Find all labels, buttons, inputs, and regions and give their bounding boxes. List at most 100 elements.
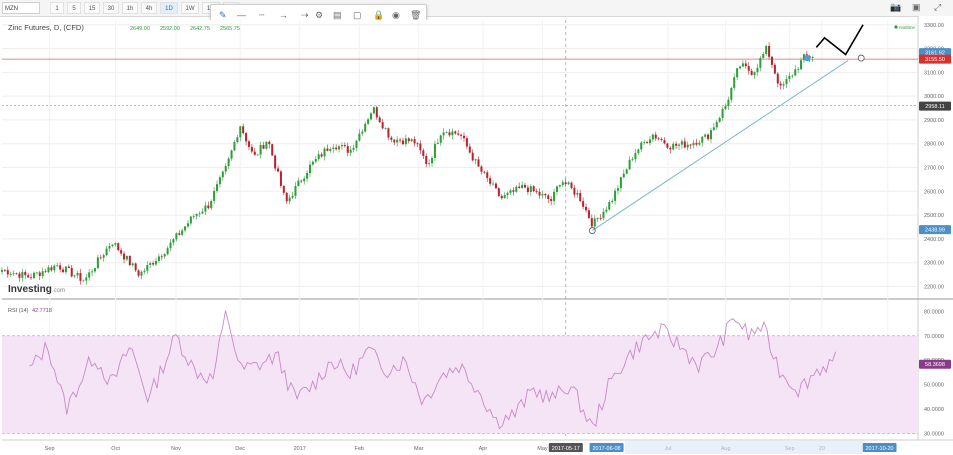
trendline[interactable] bbox=[591, 60, 849, 231]
candle-body bbox=[24, 272, 27, 276]
candle-body bbox=[541, 194, 544, 196]
candle-body bbox=[637, 149, 640, 154]
candle-body bbox=[169, 242, 172, 249]
candle-body bbox=[285, 192, 288, 202]
layout-icon[interactable]: ▣ bbox=[912, 2, 921, 12]
candle-body bbox=[149, 263, 152, 265]
candle-body bbox=[579, 193, 582, 202]
line-dashed-icon[interactable]: ┄ bbox=[259, 10, 265, 20]
candle-body bbox=[146, 264, 149, 271]
candle-body bbox=[131, 263, 134, 266]
candle-body bbox=[73, 275, 76, 277]
candle-body bbox=[82, 280, 85, 282]
candle-body bbox=[253, 151, 256, 155]
candle-body bbox=[425, 155, 428, 165]
time-tick-label: Mar bbox=[414, 446, 424, 452]
candle-body bbox=[198, 213, 201, 215]
candle-body bbox=[416, 143, 419, 145]
layers-icon[interactable]: ▤ bbox=[333, 10, 342, 20]
lock-icon[interactable]: 🔒 bbox=[373, 10, 385, 20]
candle-body bbox=[291, 195, 294, 198]
candle-body bbox=[303, 178, 306, 182]
trendline-anchor[interactable] bbox=[588, 227, 596, 234]
candle-body bbox=[59, 265, 62, 270]
candle-body bbox=[692, 142, 695, 146]
line-arrow-icon[interactable]: → bbox=[279, 10, 288, 20]
time-tick-label: 2017 bbox=[294, 446, 306, 452]
square-icon[interactable]: ▢ bbox=[353, 10, 362, 20]
candle-body bbox=[175, 233, 178, 240]
candle-body bbox=[407, 138, 410, 142]
candle-body bbox=[224, 166, 227, 172]
candle-body bbox=[218, 177, 221, 185]
rsi-title: RSI (14) bbox=[8, 308, 29, 314]
candle-body bbox=[564, 182, 567, 185]
projection-anchor[interactable] bbox=[857, 54, 865, 62]
symbol-field[interactable]: MZN bbox=[2, 2, 40, 14]
candle-body bbox=[172, 239, 175, 243]
candle-body bbox=[512, 190, 515, 192]
time-axis-highlight-label: 2017-06-08 bbox=[592, 446, 620, 452]
timeframe-button[interactable]: 5 bbox=[67, 2, 81, 14]
candle-body bbox=[750, 70, 753, 75]
candle-body bbox=[608, 201, 611, 210]
event-marker[interactable] bbox=[803, 54, 811, 62]
candle-body bbox=[587, 210, 590, 219]
timeframe-button[interactable]: 15 bbox=[84, 2, 100, 14]
candle-body bbox=[160, 256, 163, 258]
eye-icon[interactable]: ◉ bbox=[392, 10, 400, 20]
expand-icon[interactable]: ⤢ bbox=[934, 2, 942, 12]
price-axis-label bbox=[919, 225, 951, 235]
candle-body bbox=[573, 187, 576, 195]
candle-body bbox=[300, 180, 303, 182]
price-tick-label: 2900.00 bbox=[924, 118, 944, 124]
candle-body bbox=[515, 186, 518, 192]
candle-body bbox=[614, 190, 617, 201]
candle-body bbox=[582, 201, 585, 207]
timeframe-button[interactable]: 30 bbox=[103, 2, 119, 14]
candle-body bbox=[3, 269, 6, 271]
gear-icon[interactable]: ⚙ bbox=[315, 10, 324, 20]
candle-body bbox=[329, 148, 332, 151]
timeframe-button[interactable]: 1W bbox=[181, 2, 199, 14]
timeframe-button[interactable]: 1h bbox=[122, 2, 138, 14]
time-tick-label: Oct bbox=[111, 446, 120, 452]
candle-body bbox=[529, 186, 532, 192]
pencil-icon[interactable]: ✎ bbox=[219, 10, 227, 20]
candle-body bbox=[431, 157, 434, 164]
candle-body bbox=[486, 172, 489, 179]
timeframe-button[interactable]: 4h bbox=[141, 2, 157, 14]
chart-canvas[interactable]: 3300.003200.003100.003000.002900.002800.… bbox=[0, 16, 953, 455]
timeframe-button[interactable]: 1D bbox=[160, 2, 178, 14]
time-tick-label: Dec bbox=[235, 446, 245, 452]
candle-body bbox=[773, 64, 776, 74]
timeframe-button[interactable]: 1 bbox=[50, 2, 64, 14]
ohlc-high: 2592.00 bbox=[160, 26, 180, 32]
time-axis-highlight bbox=[589, 443, 624, 452]
time-tick-label: Feb bbox=[354, 446, 363, 452]
time-axis-highlight-label: 2017-05-17 bbox=[552, 446, 580, 452]
camera-icon[interactable]: 📷 bbox=[890, 2, 902, 12]
candle-body bbox=[800, 60, 803, 70]
candle-body bbox=[739, 66, 742, 69]
candle-body bbox=[120, 250, 123, 254]
candle-body bbox=[384, 128, 387, 130]
line-ray-icon[interactable]: ⇢ bbox=[301, 10, 309, 20]
line-solid-icon[interactable]: — bbox=[237, 10, 246, 20]
rsi-axis-label-text: 58.3698 bbox=[925, 362, 945, 368]
candle-body bbox=[123, 253, 126, 260]
candle-body bbox=[125, 256, 128, 260]
candle-body bbox=[372, 107, 375, 114]
candle-body bbox=[401, 140, 404, 145]
candle-body bbox=[474, 159, 477, 161]
rsi-value: 42.7718 bbox=[32, 308, 52, 314]
candle-body bbox=[521, 184, 524, 189]
candle-body bbox=[274, 155, 277, 169]
candle-body bbox=[712, 127, 715, 131]
candle-body bbox=[143, 270, 146, 272]
candle-body bbox=[680, 141, 683, 145]
projection-line[interactable] bbox=[815, 24, 864, 56]
candle-body bbox=[471, 152, 474, 161]
candle-body bbox=[32, 272, 35, 279]
trash-icon[interactable]: 🗑 bbox=[410, 10, 422, 20]
